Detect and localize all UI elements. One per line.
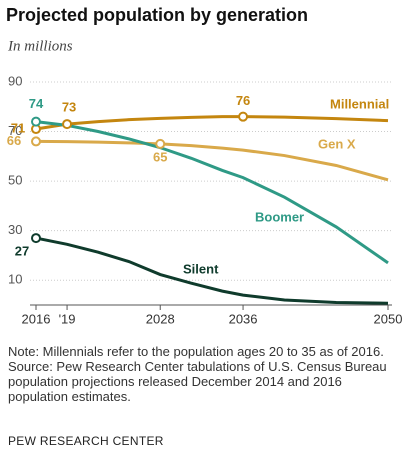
- data-label: 66: [7, 133, 21, 148]
- series-line: [35, 236, 389, 305]
- notes: Note: Millennials refer to the populatio…: [8, 344, 404, 404]
- series-label: Millennial: [330, 96, 389, 111]
- data-label: 27: [15, 244, 29, 259]
- y-tick-label: 30: [8, 222, 22, 237]
- series-label: Gen X: [318, 136, 356, 151]
- point-marker: [62, 119, 73, 130]
- point-marker: [31, 233, 41, 244]
- x-tick-label: 2036: [229, 311, 258, 326]
- y-tick-label: 50: [8, 173, 22, 188]
- series-line: [35, 139, 389, 182]
- data-label: 65: [153, 149, 167, 164]
- x-tick-label: 2028: [146, 311, 175, 326]
- series-line: [35, 120, 389, 265]
- point-marker: [238, 111, 249, 122]
- point-marker: [31, 116, 41, 127]
- y-tick-label: 70: [8, 123, 22, 138]
- chart: Projected population by generation In mi…: [6, 5, 403, 327]
- source: Source: Pew Research Center tabulations …: [8, 359, 387, 404]
- point-marker: [31, 136, 41, 147]
- data-label: 71: [11, 120, 25, 135]
- x-tick-label: 2016: [22, 311, 51, 326]
- x-tick-label: '19: [59, 311, 76, 326]
- note: Note: Millennials refer to the populatio…: [8, 344, 384, 359]
- x-tick-label: 2050: [374, 311, 403, 326]
- data-label: 76: [236, 93, 250, 108]
- chart-subtitle: In millions: [7, 38, 73, 54]
- series-label: Silent: [183, 261, 219, 276]
- point-marker: [155, 138, 166, 149]
- series-line: [35, 115, 389, 131]
- series-label: Boomer: [255, 209, 304, 224]
- y-tick-label: 10: [8, 272, 22, 287]
- data-label: 73: [62, 100, 76, 115]
- y-tick-label: 90: [8, 73, 22, 88]
- data-label: 74: [29, 96, 44, 111]
- footer: PEW RESEARCH CENTER: [8, 434, 164, 448]
- chart-title: Projected population by generation: [6, 5, 308, 25]
